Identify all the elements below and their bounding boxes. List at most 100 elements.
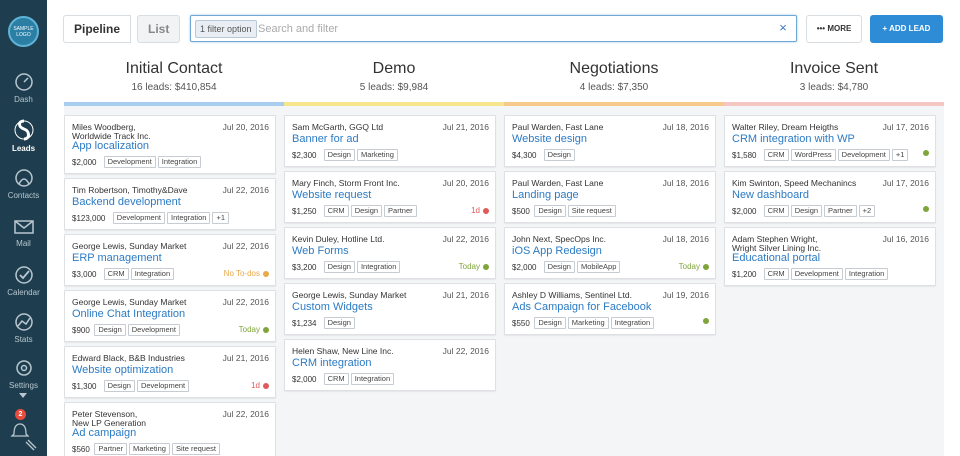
- lead-card[interactable]: Peter Stevenson, New LP Generation Jul 22,…: [64, 402, 276, 456]
- lead-title[interactable]: Web Forms: [292, 245, 349, 257]
- lead-card[interactable]: Ashley D Williams, Sentinel Ltd. Jul 19, …: [504, 283, 716, 335]
- tag-badge[interactable]: Integration: [610, 317, 655, 329]
- lead-card[interactable]: Kim Swinton, Speed Mechanincs Jul 17, 201…: [724, 171, 936, 223]
- tag-badge[interactable]: CRM: [763, 149, 789, 161]
- tag-badge[interactable]: Design: [350, 205, 383, 217]
- tag-badge[interactable]: CRM: [763, 268, 789, 280]
- tag-badge[interactable]: Integration: [356, 261, 401, 273]
- filter-chip[interactable]: 1 filter option: [195, 20, 257, 38]
- lead-card[interactable]: Paul Warden, Fast Lane Jul 18, 2016 Landin…: [504, 171, 716, 223]
- tag-badge[interactable]: WordPress: [790, 149, 836, 161]
- lead-card[interactable]: Miles Woodberg, Worldwide Track Inc. Jul 2…: [64, 115, 276, 174]
- clear-search-icon[interactable]: ×: [779, 20, 787, 35]
- lead-title[interactable]: Landing page: [512, 189, 579, 201]
- lead-title[interactable]: New dashboard: [732, 189, 810, 201]
- lead-title[interactable]: Custom Widgets: [292, 301, 373, 313]
- lead-title[interactable]: Educational portal: [732, 252, 821, 264]
- lead-card[interactable]: George Lewis, Sunday Market Jul 22, 2016 E…: [64, 234, 276, 286]
- pipeline-view-button[interactable]: Pipeline: [63, 15, 132, 43]
- lead-card[interactable]: John Next, SpecOps Inc. Jul 18, 2016 iOS A…: [504, 227, 716, 279]
- lead-card[interactable]: Sam McGarth, GGQ Ltd Jul 21, 2016 Banner f…: [284, 115, 496, 167]
- lead-title[interactable]: Website design: [512, 133, 588, 145]
- nav-calendar[interactable]: Calendar: [0, 265, 47, 315]
- notifications-icon[interactable]: [8, 412, 38, 452]
- nav-mail[interactable]: Mail: [0, 218, 47, 268]
- tag-badge[interactable]: Integration: [350, 373, 395, 385]
- more-button[interactable]: ••• MORE: [806, 15, 862, 43]
- tag-badge[interactable]: Design: [103, 380, 135, 392]
- list-view-button[interactable]: List: [137, 15, 181, 43]
- tag-badge[interactable]: Integration: [130, 268, 175, 280]
- tag-badge[interactable]: Partner: [824, 205, 857, 217]
- tag-badge[interactable]: CRM: [323, 373, 349, 385]
- lead-title[interactable]: CRM integration with WP: [732, 133, 855, 145]
- tag-badge[interactable]: Development: [112, 212, 165, 224]
- lead-title[interactable]: Website request: [292, 189, 372, 201]
- lead-title[interactable]: Online Chat Integration: [72, 308, 186, 320]
- search-input[interactable]: [258, 20, 758, 38]
- lead-card[interactable]: Kevin Duley, Hotline Ltd. Jul 22, 2016 Web…: [284, 227, 496, 279]
- lead-title[interactable]: iOS App Redesign: [512, 245, 602, 257]
- tag-badge[interactable]: Design: [94, 324, 126, 336]
- tag-badge[interactable]: Site request: [567, 205, 616, 217]
- tag-badge[interactable]: Design: [534, 205, 566, 217]
- tag-badge[interactable]: Partner: [94, 443, 127, 455]
- nav-leads[interactable]: Leads: [0, 119, 47, 169]
- tag-badge[interactable]: Design: [323, 317, 355, 329]
- lead-title[interactable]: Ads Campaign for Facebook: [512, 301, 652, 313]
- tag-badge[interactable]: Site request: [171, 443, 220, 455]
- nav-stats[interactable]: Stats: [0, 312, 47, 362]
- tag-badge[interactable]: Development: [127, 324, 180, 336]
- lead-card[interactable]: Walter Riley, Dream Heigths Jul 17, 2016 C…: [724, 115, 936, 167]
- lead-title[interactable]: Banner for ad: [292, 133, 359, 145]
- mail-icon: [13, 220, 34, 234]
- lead-title[interactable]: App localization: [72, 140, 150, 152]
- lead-card[interactable]: George Lewis, Sunday Market Jul 21, 2016 C…: [284, 283, 496, 335]
- tag-badge[interactable]: Design: [543, 149, 575, 161]
- tag-badge[interactable]: Design: [323, 261, 355, 273]
- tag-badge[interactable]: Integration: [157, 156, 202, 168]
- lead-title[interactable]: Website optimization: [72, 364, 174, 376]
- nav-settings[interactable]: Settings: [0, 358, 47, 408]
- tag-badge[interactable]: Partner: [384, 205, 417, 217]
- nav-dash[interactable]: Dash: [0, 72, 47, 122]
- tag-badge[interactable]: Design: [534, 317, 566, 329]
- column-lane: Walter Riley, Dream Heigths Jul 17, 2016 C…: [724, 106, 944, 456]
- tag-badge[interactable]: Development: [103, 156, 156, 168]
- lead-card[interactable]: Helen Shaw, New Line Inc. Jul 22, 2016 CRM…: [284, 339, 496, 391]
- tag-badge[interactable]: Design: [543, 261, 575, 273]
- add-lead-button[interactable]: + ADD LEAD: [870, 15, 943, 43]
- sidebar-expand-icon[interactable]: [19, 393, 27, 398]
- tag-badge[interactable]: Development: [837, 149, 890, 161]
- tag-badge[interactable]: Design: [323, 149, 355, 161]
- lead-card[interactable]: Tim Robertson, Timothy&Dave Jul 22, 2016 B…: [64, 178, 276, 230]
- lead-title[interactable]: CRM integration: [292, 357, 372, 369]
- lead-title[interactable]: Backend development: [72, 196, 181, 208]
- nav-contacts[interactable]: Contacts: [0, 168, 47, 218]
- tag-badge[interactable]: CRM: [323, 205, 349, 217]
- tag-badge[interactable]: Integration: [167, 212, 211, 224]
- tag-badge[interactable]: MobileApp: [576, 261, 621, 273]
- contacts-icon: [14, 169, 33, 187]
- lead-card[interactable]: George Lewis, Sunday Market Jul 22, 2016 O…: [64, 290, 276, 342]
- lead-status: 1d: [471, 206, 489, 215]
- tag-badge[interactable]: Marketing: [129, 443, 170, 455]
- lead-title[interactable]: ERP management: [72, 252, 162, 264]
- tag-badge[interactable]: CRM: [103, 268, 129, 280]
- tag-badge[interactable]: Design: [790, 205, 823, 217]
- tag-badge[interactable]: Development: [790, 268, 843, 280]
- tag-badge[interactable]: +2: [858, 205, 876, 217]
- tag-badge[interactable]: +1: [891, 149, 909, 161]
- tag-badge[interactable]: Development: [136, 380, 190, 392]
- lead-card[interactable]: Mary Finch, Storm Front Inc. Jul 20, 2016…: [284, 171, 496, 223]
- lead-card[interactable]: Adam Stephen Wright, Wright Silver Lining…: [724, 227, 936, 286]
- tag-badge[interactable]: Marketing: [356, 149, 398, 161]
- lead-card[interactable]: Paul Warden, Fast Lane Jul 18, 2016 Websit…: [504, 115, 716, 167]
- tag-badge[interactable]: Integration: [844, 268, 889, 280]
- lead-card[interactable]: Edward Black, B&B Industries Jul 21, 2016…: [64, 346, 276, 398]
- tag-badge[interactable]: Marketing: [567, 317, 609, 329]
- tag-badge[interactable]: CRM: [763, 205, 789, 217]
- lead-title[interactable]: Ad campaign: [72, 427, 137, 439]
- app-logo[interactable]: SAMPLE LOGO: [8, 16, 39, 47]
- tag-badge[interactable]: +1: [212, 212, 230, 224]
